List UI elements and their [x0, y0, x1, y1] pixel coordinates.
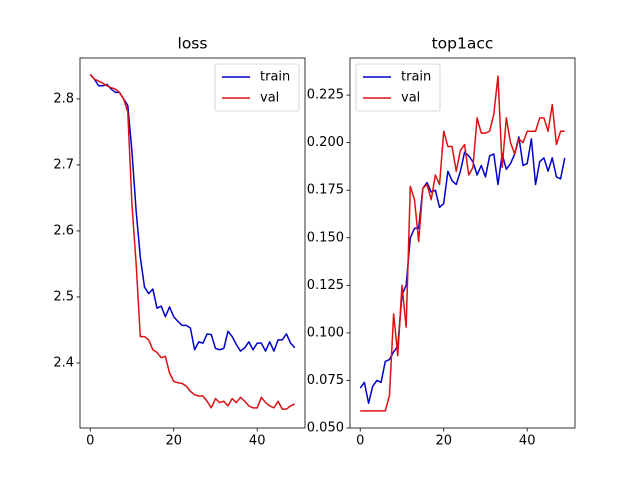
series-line	[360, 75, 565, 412]
series-line	[89, 74, 296, 352]
y-tick-label: 2.4	[53, 355, 74, 370]
y-tick-label: 2.5	[53, 289, 74, 304]
legend-label: val	[260, 91, 279, 106]
y-tick-label: 0.200	[307, 135, 344, 150]
legend-label: val	[401, 91, 420, 106]
y-tick-label: 0.125	[307, 278, 344, 293]
axes-frame	[349, 57, 576, 429]
axes-title: top1acc	[432, 35, 494, 53]
y-tick-label: 0.075	[307, 373, 344, 388]
legend-label: train	[260, 70, 290, 85]
legend-box	[355, 63, 441, 112]
x-tick-label: 20	[165, 434, 182, 449]
y-tick-label: 2.7	[53, 157, 74, 172]
x-tick-label: 40	[519, 434, 536, 449]
y-tick-label: 0.150	[307, 230, 344, 245]
y-tick-label: 0.050	[307, 421, 344, 436]
y-tick-label: 0.175	[307, 183, 344, 198]
series-line	[359, 136, 566, 405]
x-tick-label: 0	[356, 434, 364, 449]
series-line	[89, 74, 296, 410]
y-tick-label: 0.225	[307, 88, 344, 103]
axes-title: loss	[178, 35, 208, 53]
y-tick-label: 2.8	[53, 91, 74, 106]
x-tick-label: 20	[435, 434, 452, 449]
y-tick-label: 0.100	[307, 325, 344, 340]
legend-box	[214, 63, 300, 112]
y-tick-label: 2.6	[53, 223, 74, 238]
x-tick-label: 0	[86, 434, 94, 449]
legend-label: train	[401, 70, 431, 85]
x-tick-label: 40	[249, 434, 266, 449]
axes-frame	[79, 57, 306, 429]
